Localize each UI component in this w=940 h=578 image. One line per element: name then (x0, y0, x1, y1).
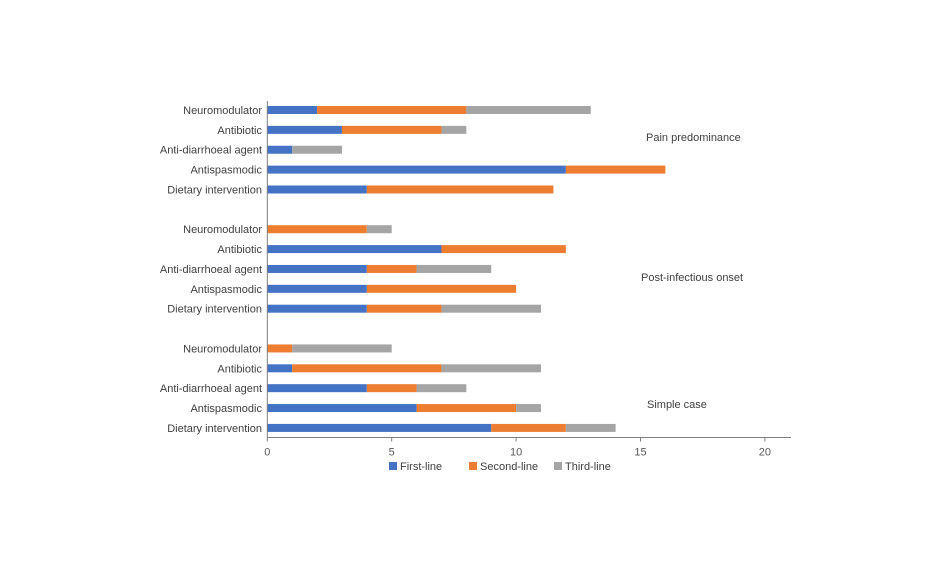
category-label: Dietary intervention (167, 184, 262, 196)
bar-pain-predominance-anti-diarrhoeal-agent-third-line (292, 145, 342, 154)
category-label: Dietary intervention (167, 304, 262, 316)
legend-swatch-first-line (389, 462, 397, 470)
bar-pain-predominance-antispasmodic-second-line (565, 165, 666, 174)
legend-label-first-line: First-line (400, 461, 442, 473)
bar-pain-predominance-dietary-intervention-second-line (366, 185, 554, 194)
bar-simple-case-dietary-intervention-third-line (565, 423, 616, 432)
bar-pain-predominance-neuromodulator-second-line (317, 106, 467, 114)
bar-pain-predominance-antibiotic-third-line (441, 125, 467, 134)
category-label: Anti-diarrhoeal agent (160, 145, 262, 157)
category-labels: Neuromodulator Antibiotic Anti-diarrhoeal … (160, 105, 263, 435)
group-label-simple-case: Simple case (647, 399, 707, 411)
bar-simple-case-antispasmodic-first-line (267, 404, 417, 413)
category-label: Antibiotic (217, 125, 262, 137)
group-label-pain-predominance: Pain predominance (646, 132, 741, 144)
bar-pain-predominance-anti-diarrhoeal-agent-first-line (267, 145, 293, 154)
bar-simple-case-anti-diarrhoeal-agent-third-line (416, 384, 467, 393)
legend-label-third-line: Third-line (565, 461, 611, 473)
bar-post-infectious-onset-dietary-intervention-third-line (441, 304, 541, 313)
category-label: Antispasmodic (190, 165, 262, 177)
category-label: Neuromodulator (183, 343, 262, 355)
bar-pain-predominance-dietary-intervention-first-line (267, 185, 367, 194)
category-label: Antispasmodic (190, 403, 262, 415)
category-label: Anti-diarrhoeal agent (160, 383, 262, 395)
legend-swatch-third-line (554, 462, 562, 470)
bar-simple-case-anti-diarrhoeal-agent-first-line (267, 384, 367, 393)
x-tick-label: 5 (389, 447, 395, 459)
bar-post-infectious-onset-anti-diarrhoeal-agent-third-line (416, 264, 492, 273)
category-label: Antibiotic (217, 244, 262, 256)
bar-post-infectious-onset-anti-diarrhoeal-agent-second-line (366, 264, 417, 273)
group-labels: Pain predominance Post-infectious onset Si… (641, 132, 743, 411)
bar-post-infectious-onset-antibiotic-first-line (267, 245, 442, 254)
bar-simple-case-antibiotic-first-line (267, 364, 293, 373)
bar-simple-case-antibiotic-second-line (292, 364, 442, 373)
group-label-post-infectious-onset: Post-infectious onset (641, 272, 743, 284)
bar-simple-case-neuromodulator-second-line (267, 344, 293, 353)
legend: First-line Second-line Third-line (389, 461, 611, 473)
legend-swatch-second-line (469, 462, 477, 470)
bar-pain-predominance-antispasmodic-first-line (267, 165, 566, 174)
bar-simple-case-dietary-intervention-second-line (491, 423, 566, 432)
x-tick-label: 15 (634, 447, 646, 459)
category-label: Dietary intervention (167, 423, 262, 435)
bar-post-infectious-onset-antispasmodic-second-line (366, 284, 517, 293)
bar-pain-predominance-neuromodulator-first-line (267, 106, 318, 114)
legend-label-second-line: Second-line (480, 461, 538, 473)
category-label: Neuromodulator (183, 224, 262, 236)
bar-post-infectious-onset-anti-diarrhoeal-agent-first-line (267, 264, 367, 273)
bar-pain-predominance-antibiotic-first-line (267, 125, 342, 134)
bar-post-infectious-onset-neuromodulator-second-line (267, 225, 367, 234)
bar-pain-predominance-neuromodulator-third-line (466, 106, 591, 114)
category-label: Neuromodulator (183, 105, 262, 117)
bar-simple-case-neuromodulator-third-line (292, 344, 392, 353)
bar-pain-predominance-antibiotic-second-line (341, 125, 442, 134)
bar-simple-case-antispasmodic-second-line (416, 404, 517, 413)
category-label: Anti-diarrhoeal agent (160, 264, 262, 276)
x-tick-label: 0 (264, 447, 270, 459)
bar-post-infectious-onset-dietary-intervention-first-line (267, 304, 367, 313)
bar-simple-case-antispasmodic-third-line (516, 404, 541, 413)
x-axis-ticks: 0 5 10 15 20 (264, 437, 771, 459)
bar-simple-case-anti-diarrhoeal-agent-second-line (366, 384, 417, 393)
bar-simple-case-dietary-intervention-first-line (267, 423, 492, 432)
category-label: Antispasmodic (190, 284, 262, 296)
bar-simple-case-antibiotic-third-line (441, 364, 541, 373)
bar-post-infectious-onset-antibiotic-second-line (441, 245, 566, 254)
bar-post-infectious-onset-antispasmodic-first-line (267, 284, 367, 293)
x-tick-label: 10 (510, 447, 522, 459)
x-tick-label: 20 (759, 447, 771, 459)
bar-post-infectious-onset-dietary-intervention-second-line (366, 304, 442, 313)
bar-post-infectious-onset-neuromodulator-third-line (366, 225, 392, 234)
bars-layer (267, 106, 666, 432)
category-label: Antibiotic (217, 363, 262, 375)
